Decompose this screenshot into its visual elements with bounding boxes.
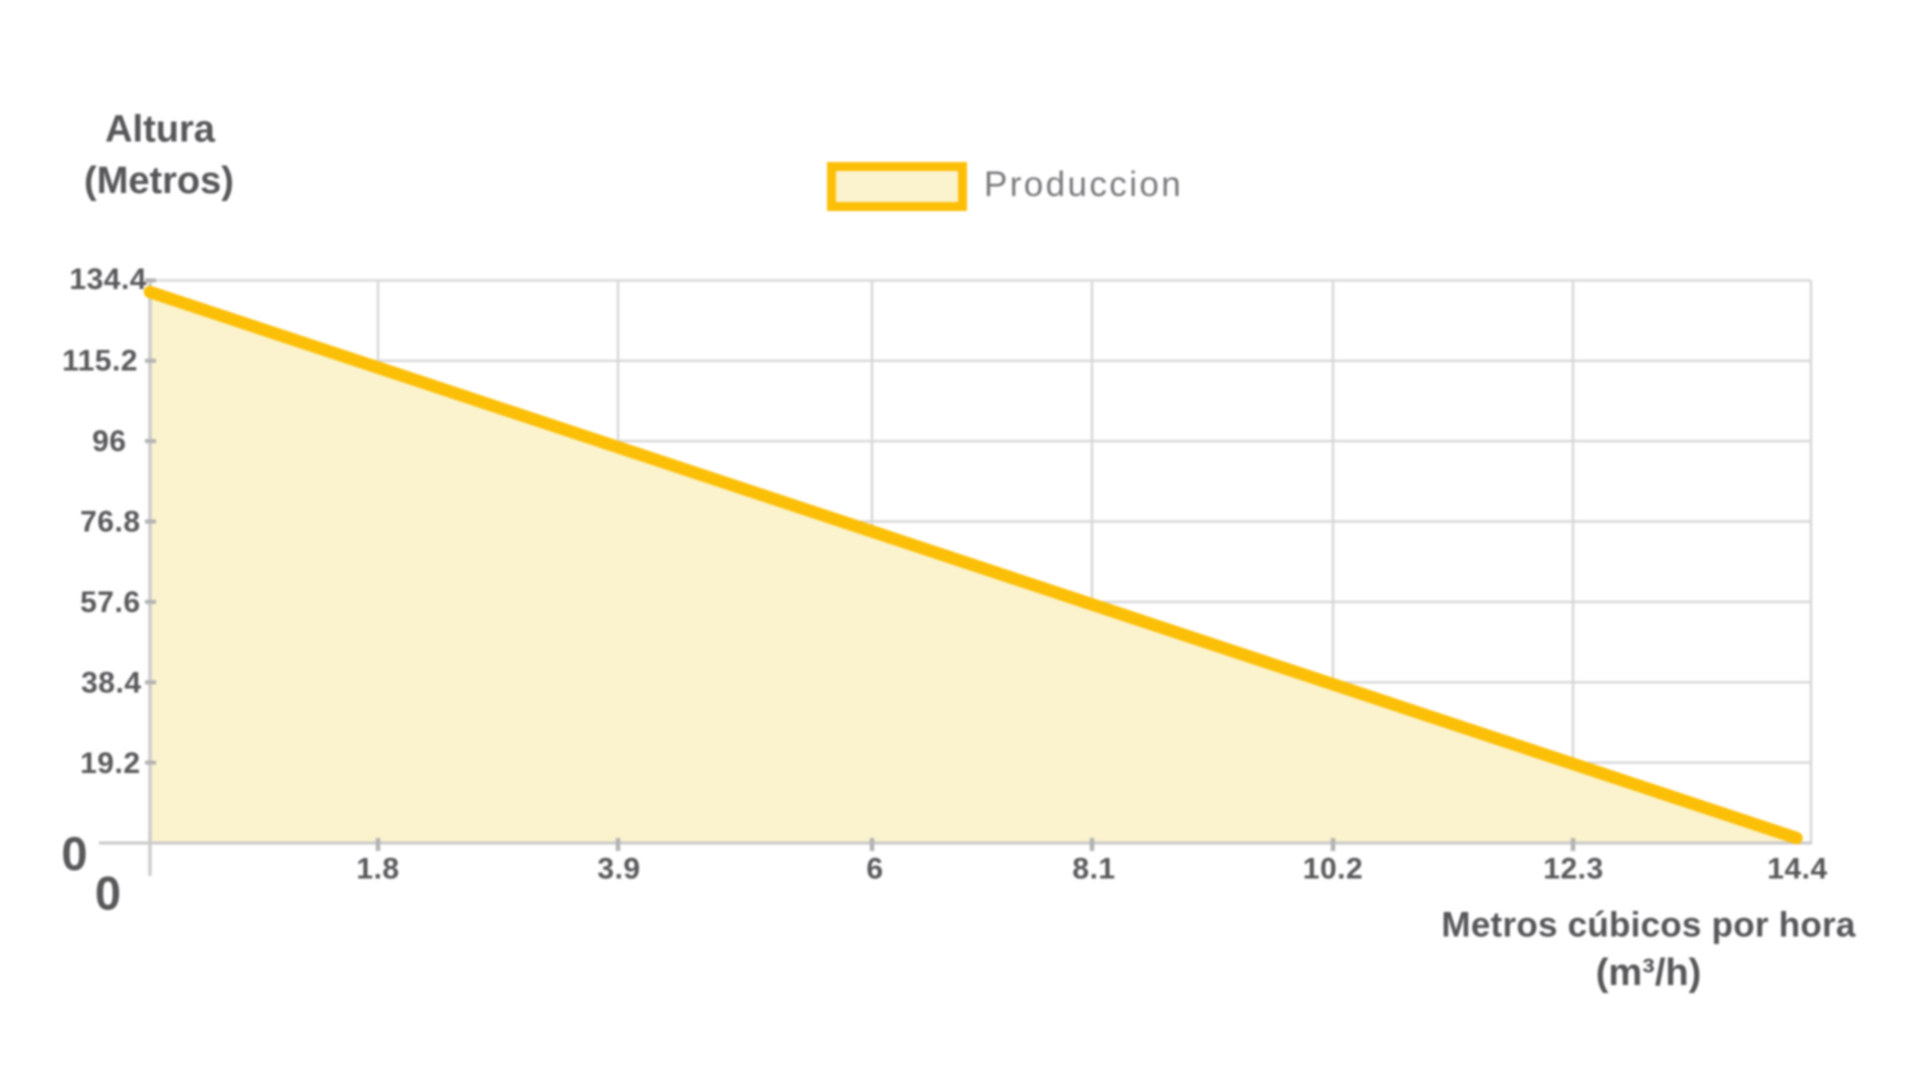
svg-text:Produccion: Produccion [984,165,1183,204]
svg-text:Metros cúbicos por hora: Metros cúbicos por hora [1441,906,1855,945]
svg-text:Altura: Altura [105,109,216,151]
svg-text:14.4: 14.4 [1767,853,1827,886]
svg-text:(m³/h): (m³/h) [1596,952,1702,994]
svg-text:6: 6 [866,853,883,886]
svg-text:115.2: 115.2 [62,345,138,378]
svg-text:38.4: 38.4 [81,667,141,700]
svg-text:19.2: 19.2 [80,747,140,780]
svg-text:8.1: 8.1 [1072,853,1115,886]
svg-text:96: 96 [92,425,126,458]
svg-text:3.9: 3.9 [597,853,640,886]
svg-text:0: 0 [61,827,87,880]
svg-text:1.8: 1.8 [356,853,399,886]
svg-text:(Metros): (Metros) [84,160,234,202]
svg-text:76.8: 76.8 [80,506,140,539]
svg-text:134.4: 134.4 [69,263,147,296]
svg-text:57.6: 57.6 [80,586,140,619]
svg-text:12.3: 12.3 [1543,853,1603,886]
svg-text:10.2: 10.2 [1303,853,1363,886]
svg-text:0: 0 [95,866,121,919]
